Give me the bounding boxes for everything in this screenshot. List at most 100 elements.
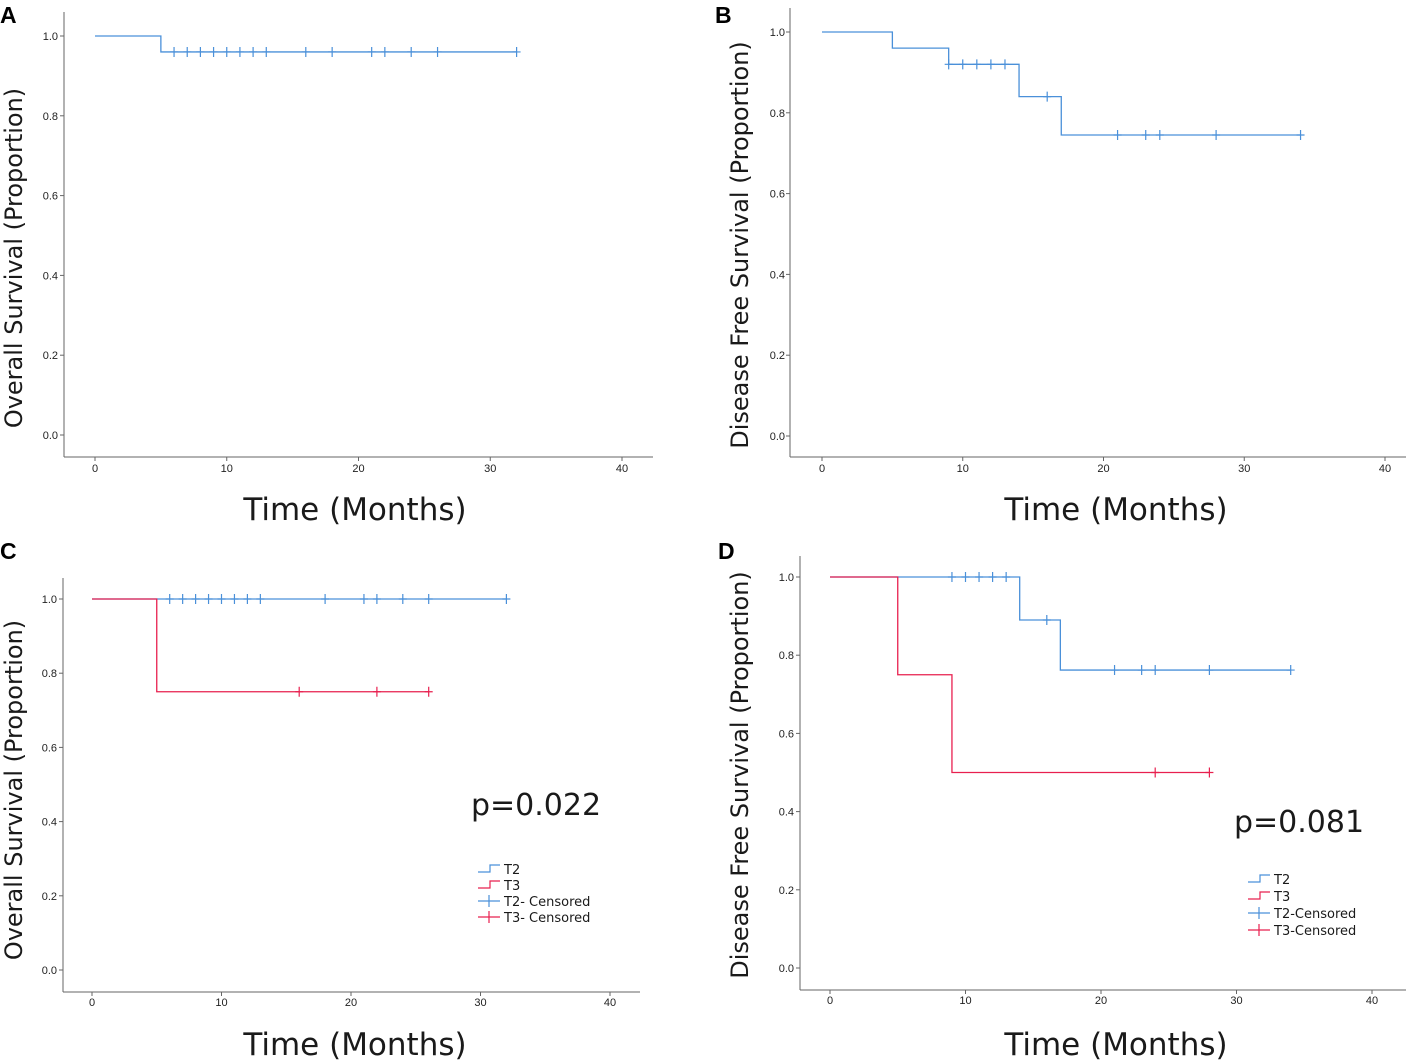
censor-mark-t2 (1002, 572, 1011, 582)
y-tick-label: 0.6 (770, 189, 785, 201)
censor-mark-t2 (986, 59, 995, 70)
legend-label: T3 (503, 879, 520, 894)
survival-curve-t3 (92, 598, 429, 693)
censor-mark-t2 (1286, 665, 1295, 676)
censor-mark-t2 (1113, 130, 1122, 141)
censor-mark-t2 (512, 46, 521, 57)
x-tick-label: 30 (484, 463, 496, 475)
legend-label: T3- Censored (503, 911, 590, 926)
y-tick-label: 0.8 (43, 111, 58, 123)
survival-curve-t2 (822, 31, 1301, 136)
censor-mark-t2 (961, 572, 970, 582)
censor-mark-t2 (502, 594, 511, 604)
y-tick-label: 0.0 (779, 963, 794, 975)
censor-mark-t2 (1296, 130, 1305, 141)
legend-step-symbol (478, 880, 500, 889)
censor-mark-t2 (988, 572, 997, 582)
censor-mark-t2 (328, 46, 337, 57)
censor-mark-t2 (407, 46, 416, 57)
y-tick-label: 1.0 (770, 27, 785, 39)
panel-d-xlabel: Time (Months) (1003, 1027, 1227, 1063)
panel-b: B 0 10 20 30 40 0.0 0.2 0.4 0.6 0.8 1.0 Disease Fr… (715, 2, 1406, 528)
legend-censor-symbol (1248, 924, 1270, 936)
censor-mark-t2 (256, 594, 265, 604)
y-tick-label: 0.6 (779, 728, 794, 740)
censor-mark-t2 (1212, 130, 1221, 141)
legend-label: T2-Censored (1273, 907, 1356, 922)
y-tick-label: 0.2 (779, 885, 794, 897)
panel-b-ylabel: Disease Free Survival (Proportion) (726, 41, 754, 449)
x-tick-label: 20 (1095, 995, 1107, 1007)
censor-mark-t2 (204, 594, 213, 604)
censor-mark-t3 (1151, 767, 1160, 778)
y-tick-label: 0.2 (42, 891, 57, 903)
y-tick-label: 1.0 (779, 572, 794, 584)
censor-mark-t2 (196, 46, 205, 57)
panel-a-xlabel: Time (Months) (242, 492, 466, 528)
censor-mark-t2 (222, 46, 231, 57)
y-tick-label: 0.0 (770, 431, 785, 443)
panel-d-legend: T2 T3 T2-Censored T3-Censored (1248, 873, 1356, 939)
censor-mark-t2 (359, 594, 368, 604)
x-tick-label: 30 (1230, 995, 1242, 1007)
legend-step-symbol (1248, 874, 1270, 883)
panel-c-ylabel: Overall Survival (Proportion) (0, 620, 28, 960)
censor-mark-t2 (367, 46, 376, 57)
y-tick-label: 0.4 (770, 269, 785, 281)
panel-c-xlabel: Time (Months) (242, 1027, 466, 1063)
panel-a-ylabel: Overall Survival (Proportion) (0, 88, 28, 428)
censor-mark-t2 (178, 594, 187, 604)
censor-mark-t2 (321, 594, 330, 604)
legend-label: T2- Censored (503, 895, 590, 910)
y-tick-label: 0.8 (770, 108, 785, 120)
censor-mark-t2 (217, 594, 226, 604)
censor-mark-t2 (433, 46, 442, 57)
censor-mark-t3 (1205, 767, 1214, 778)
censor-mark-t2 (1137, 665, 1146, 676)
y-tick-label: 0.4 (42, 817, 57, 829)
legend-censor-symbol (478, 911, 500, 923)
x-tick-label: 40 (1379, 463, 1391, 475)
censor-mark-t2 (380, 46, 389, 57)
x-tick-label: 40 (616, 463, 628, 475)
panel-a-plot: 0 10 20 30 40 0.0 0.2 0.4 0.6 0.8 1.0 (43, 12, 653, 475)
legend-label: T2 (503, 863, 520, 878)
panel-d-letter: D (718, 538, 735, 564)
legend-label: T2 (1273, 873, 1290, 888)
y-tick-label: 0.2 (43, 350, 58, 362)
censor-mark-t3 (424, 686, 433, 697)
panel-b-letter: B (715, 2, 732, 28)
survival-curve-t3 (830, 576, 1210, 774)
censor-mark-t2 (249, 46, 258, 57)
censor-mark-t2 (170, 46, 179, 57)
censor-mark-t2 (301, 46, 310, 57)
censor-mark-t2 (165, 594, 174, 604)
survival-curve-t2 (830, 576, 1291, 671)
censor-mark-t2 (1043, 91, 1052, 102)
censor-mark-t2 (1141, 130, 1150, 141)
panel-d-ylabel: Disease Free Survival (Proportion) (726, 571, 754, 979)
panel-c-pvalue: p=0.022 (471, 788, 601, 823)
x-tick-label: 0 (92, 463, 98, 475)
censor-mark-t2 (944, 59, 953, 70)
x-tick-label: 20 (345, 997, 357, 1009)
panel-b-plot: 0 10 20 30 40 0.0 0.2 0.4 0.6 0.8 1.0 (770, 8, 1406, 475)
x-tick-label: 10 (957, 463, 969, 475)
y-tick-label: 0.6 (42, 742, 57, 754)
panel-b-xlabel: Time (Months) (1003, 492, 1227, 528)
legend-step-symbol (478, 864, 500, 873)
legend-label: T3 (1273, 890, 1290, 905)
x-tick-label: 40 (604, 997, 616, 1009)
censor-mark-t2 (1205, 665, 1214, 676)
censor-mark-t2 (1110, 665, 1119, 676)
x-tick-label: 0 (819, 463, 825, 475)
panel-d: D 0 10 20 30 40 0.0 0.2 0.4 0.6 0.8 1.0 T2 T3 T2-Cens… (718, 538, 1406, 1063)
censor-mark-t2 (975, 572, 984, 582)
censor-mark-t2 (958, 59, 967, 70)
panel-d-pvalue: p=0.081 (1234, 805, 1364, 840)
censor-mark-t2 (424, 594, 433, 604)
censor-mark-t2 (398, 594, 407, 604)
legend-step-symbol (1248, 891, 1270, 900)
